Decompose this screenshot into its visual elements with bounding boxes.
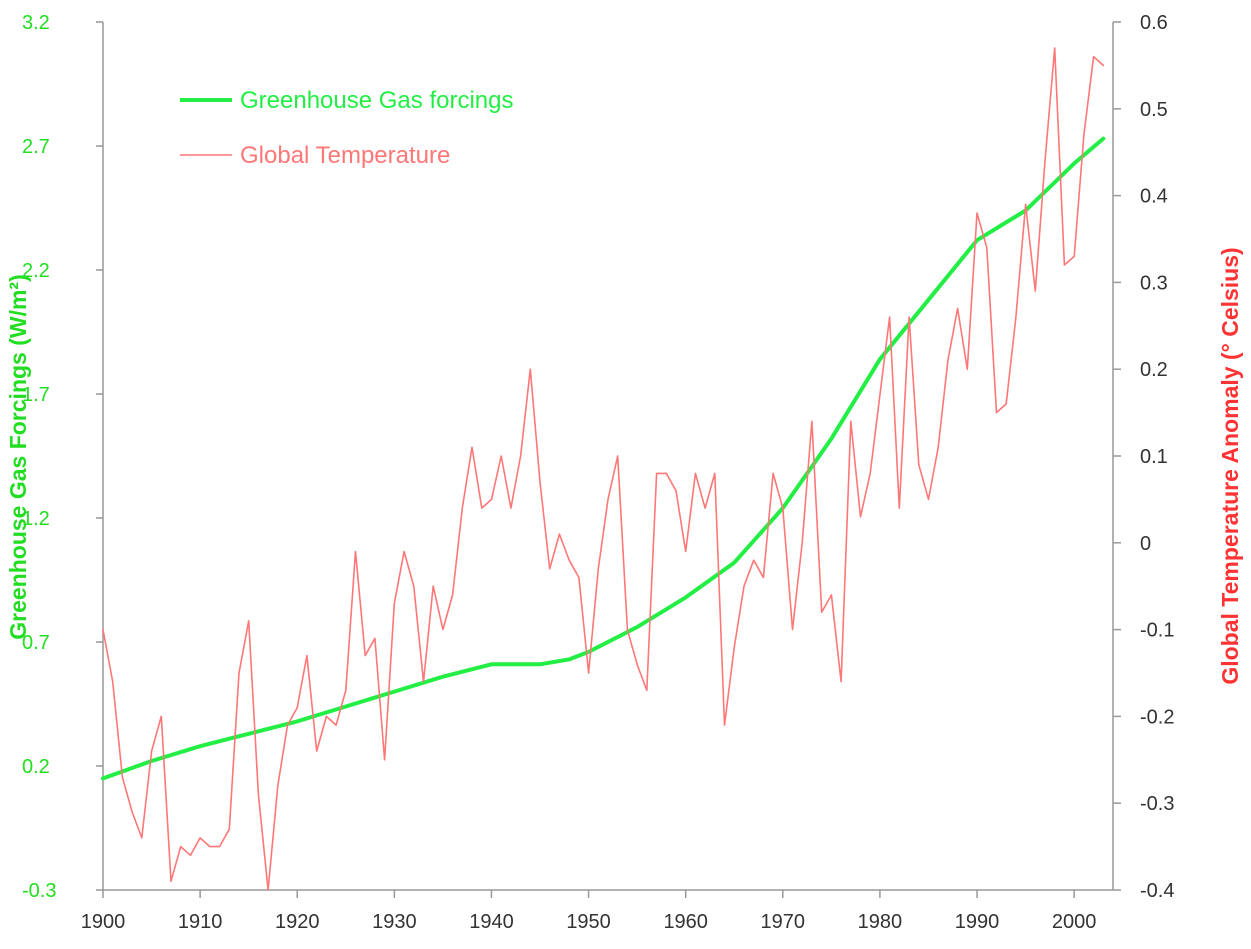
x-tick-label: 1960 — [663, 911, 708, 933]
right-y-axis: 0.6 0.5 0.4 0.3 0.2 0.1 0 -0.1 -0.2 -0.3 -0.4 — [1113, 12, 1174, 902]
right-tick-label: 0.6 — [1140, 12, 1168, 34]
x-tick-label: 1910 — [178, 911, 223, 933]
global-temperature-series-line — [102, 47, 1105, 891]
x-axis: 1900 1910 1920 1930 1940 1950 1960 1970 1980 1990… — [81, 890, 1097, 933]
x-tick-label: 1980 — [858, 911, 903, 933]
series-layer — [101, 47, 1106, 891]
left-tick-label: 2.2 — [22, 260, 50, 282]
x-tick-label: 1930 — [372, 911, 417, 933]
left-tick-label: 2.7 — [22, 136, 50, 158]
right-tick-label: -0.2 — [1140, 706, 1174, 728]
x-tick-label: 1900 — [81, 911, 126, 933]
right-tick-label: -0.4 — [1140, 880, 1174, 902]
right-tick-label: 0.1 — [1140, 446, 1168, 468]
x-tick-label: 1970 — [761, 911, 806, 933]
right-tick-label: 0.5 — [1140, 99, 1168, 121]
x-tick-label: 1950 — [566, 911, 611, 933]
right-tick-label: -0.3 — [1140, 793, 1174, 815]
greenhouse-gas-series-line — [101, 136, 1106, 781]
right-tick-label: 0.3 — [1140, 272, 1168, 294]
right-tick-label: 0 — [1140, 533, 1151, 555]
left-tick-label: 0.2 — [22, 756, 50, 778]
legend-greenhouse-gas-label: Greenhouse Gas forcings — [240, 87, 513, 114]
x-tick-label: 2000 — [1052, 911, 1097, 933]
left-axis-title: Greenhouse Gas Forcings (W/m²) — [5, 274, 31, 640]
legend-global-temperature-label: Global Temperature — [240, 142, 450, 169]
left-tick-label: 0.7 — [22, 632, 50, 654]
right-tick-label: 0.2 — [1140, 359, 1168, 381]
right-tick-label: -0.1 — [1140, 620, 1174, 642]
left-tick-label: 1.2 — [22, 508, 50, 530]
left-tick-label: -0.3 — [22, 880, 56, 902]
left-tick-label: 1.7 — [22, 384, 50, 406]
right-tick-label: 0.4 — [1140, 186, 1168, 208]
left-tick-label: 3.2 — [22, 12, 50, 34]
x-tick-label: 1990 — [955, 911, 1000, 933]
x-tick-label: 1920 — [275, 911, 320, 933]
left-y-axis: 3.2 2.7 2.2 1.7 1.2 0.7 0.2 -0.3 — [22, 12, 103, 902]
legend: Greenhouse Gas forcings Global Temperatur… — [180, 87, 513, 169]
right-axis-title: Global Temperature Anomaly (° Celsius) — [1217, 247, 1243, 684]
x-tick-label: 1940 — [469, 911, 514, 933]
